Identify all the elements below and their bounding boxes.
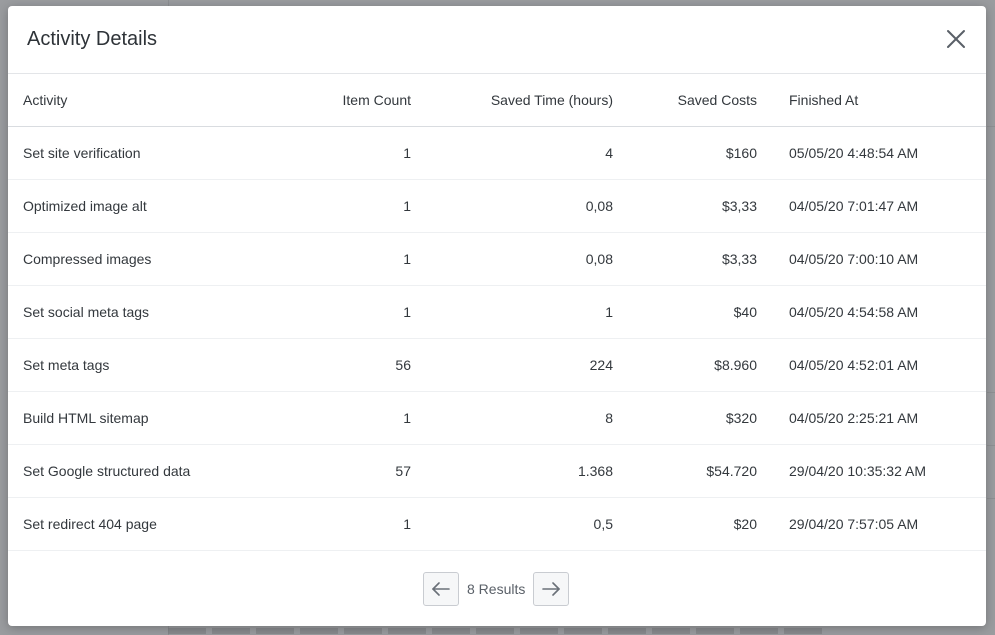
previous-page-button[interactable] bbox=[423, 572, 459, 606]
table-row: Set meta tags 56 224 $8.960 04/05/20 4:5… bbox=[8, 338, 986, 392]
activity-table: Activity Item Count Saved Time (hours) S… bbox=[8, 74, 986, 551]
cell-finished-at: 04/05/20 4:52:01 AM bbox=[757, 338, 986, 392]
cell-finished-at: 04/05/20 4:54:58 AM bbox=[757, 285, 986, 339]
cell-item-count: 1 bbox=[275, 126, 411, 180]
table-row: Optimized image alt 1 0,08 $3,33 04/05/2… bbox=[8, 179, 986, 233]
cell-saved-time: 0,5 bbox=[411, 497, 613, 551]
table-row: Set social meta tags 1 1 $40 04/05/20 4:… bbox=[8, 285, 986, 339]
column-header-saved-time: Saved Time (hours) bbox=[411, 74, 613, 127]
cell-saved-costs: $54.720 bbox=[613, 444, 757, 498]
table-row: Set Google structured data 57 1.368 $54.… bbox=[8, 444, 986, 498]
table-row: Set site verification 1 4 $160 05/05/20 … bbox=[8, 126, 986, 180]
cell-item-count: 1 bbox=[275, 497, 411, 551]
cell-item-count: 1 bbox=[275, 232, 411, 286]
cell-saved-costs: $8.960 bbox=[613, 338, 757, 392]
cell-activity: Build HTML sitemap bbox=[8, 391, 275, 445]
cell-activity: Compressed images bbox=[8, 232, 275, 286]
cell-item-count: 1 bbox=[275, 285, 411, 339]
cell-activity: Optimized image alt bbox=[8, 179, 275, 233]
cell-saved-costs: $20 bbox=[613, 497, 757, 551]
cell-finished-at: 29/04/20 10:35:32 AM bbox=[757, 444, 986, 498]
cell-saved-costs: $40 bbox=[613, 285, 757, 339]
cell-finished-at: 05/05/20 4:48:54 AM bbox=[757, 126, 986, 180]
cell-saved-time: 1 bbox=[411, 285, 613, 339]
cell-finished-at: 04/05/20 7:01:47 AM bbox=[757, 179, 986, 233]
cell-item-count: 57 bbox=[275, 444, 411, 498]
results-count: 8 Results bbox=[467, 581, 526, 597]
column-header-activity: Activity bbox=[8, 74, 275, 127]
cell-finished-at: 29/04/20 7:57:05 AM bbox=[757, 497, 986, 551]
next-page-button[interactable] bbox=[533, 572, 570, 606]
cell-saved-time: 8 bbox=[411, 391, 613, 445]
cell-finished-at: 04/05/20 2:25:21 AM bbox=[757, 391, 986, 445]
table-row: Compressed images 1 0,08 $3,33 04/05/20 … bbox=[8, 232, 986, 286]
background-line bbox=[987, 126, 995, 127]
table-row: Build HTML sitemap 1 8 $320 04/05/20 2:2… bbox=[8, 391, 986, 445]
cell-saved-time: 4 bbox=[411, 126, 613, 180]
cell-item-count: 56 bbox=[275, 338, 411, 392]
arrow-right-icon bbox=[542, 582, 561, 596]
column-header-finished-at: Finished At bbox=[757, 74, 986, 127]
cell-activity: Set site verification bbox=[8, 126, 275, 180]
background-line bbox=[987, 445, 995, 446]
cell-item-count: 1 bbox=[275, 391, 411, 445]
cell-activity: Set redirect 404 page bbox=[8, 497, 275, 551]
cell-saved-time: 0,08 bbox=[411, 232, 613, 286]
modal-title: Activity Details bbox=[27, 28, 158, 50]
arrow-left-icon bbox=[432, 582, 450, 596]
cell-saved-costs: $320 bbox=[613, 391, 757, 445]
cell-activity: Set meta tags bbox=[8, 338, 275, 392]
table-body: Set site verification 1 4 $160 05/05/20 … bbox=[8, 126, 986, 551]
background-line bbox=[987, 498, 995, 499]
pagination: 8 Results bbox=[423, 571, 570, 607]
table-header: Activity Item Count Saved Time (hours) S… bbox=[8, 74, 986, 127]
activity-details-modal: Activity Details Activity Item Count Sav… bbox=[8, 6, 986, 626]
cell-saved-time: 224 bbox=[411, 338, 613, 392]
table-row: Set redirect 404 page 1 0,5 $20 29/04/20… bbox=[8, 497, 986, 551]
activity-table-container: Activity Item Count Saved Time (hours) S… bbox=[8, 74, 986, 551]
cell-activity: Set social meta tags bbox=[8, 285, 275, 339]
modal-header: Activity Details bbox=[8, 6, 986, 74]
cell-activity: Set Google structured data bbox=[8, 444, 275, 498]
background-line bbox=[987, 392, 995, 393]
background-text bbox=[168, 628, 828, 634]
close-button[interactable] bbox=[943, 26, 969, 52]
cell-item-count: 1 bbox=[275, 179, 411, 233]
column-header-saved-costs: Saved Costs bbox=[613, 74, 757, 127]
cell-saved-costs: $160 bbox=[613, 126, 757, 180]
column-header-item-count: Item Count bbox=[275, 74, 411, 127]
close-icon bbox=[947, 30, 965, 48]
cell-finished-at: 04/05/20 7:00:10 AM bbox=[757, 232, 986, 286]
cell-saved-costs: $3,33 bbox=[613, 179, 757, 233]
cell-saved-time: 1.368 bbox=[411, 444, 613, 498]
table-header-row: Activity Item Count Saved Time (hours) S… bbox=[8, 74, 986, 127]
cell-saved-time: 0,08 bbox=[411, 179, 613, 233]
cell-saved-costs: $3,33 bbox=[613, 232, 757, 286]
